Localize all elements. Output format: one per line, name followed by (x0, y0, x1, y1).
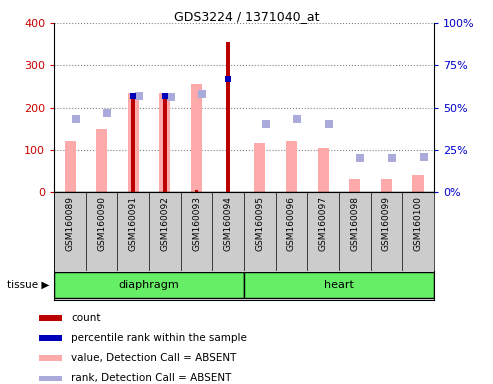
Bar (159, 93, 171, 192)
Bar (65, 141, 75, 192)
Text: percentile rank within the sample: percentile rank within the sample (71, 333, 247, 343)
Text: GDS3224 / 1371040_at: GDS3224 / 1371040_at (174, 10, 319, 23)
Bar (96, 129, 107, 192)
Text: GSM160089: GSM160089 (66, 196, 74, 251)
Text: value, Detection Call = ABSENT: value, Detection Call = ABSENT (71, 353, 236, 363)
Text: count: count (71, 313, 101, 323)
Bar (226, 42, 230, 192)
Bar (191, 84, 202, 192)
Bar (39, 315, 62, 321)
Text: heart: heart (324, 280, 354, 290)
Text: GSM160100: GSM160100 (414, 196, 423, 251)
Text: GSM160094: GSM160094 (224, 196, 233, 251)
Text: GSM160098: GSM160098 (350, 196, 359, 251)
Bar (254, 144, 265, 192)
Text: GSM160095: GSM160095 (255, 196, 264, 251)
Text: tissue ▶: tissue ▶ (7, 280, 49, 290)
Text: rank, Detection Call = ABSENT: rank, Detection Call = ABSENT (71, 373, 231, 383)
Bar (39, 355, 62, 361)
Bar (39, 376, 62, 381)
Bar (195, 190, 199, 192)
Bar (381, 179, 392, 192)
Text: GSM160099: GSM160099 (382, 196, 391, 251)
Text: GSM160096: GSM160096 (287, 196, 296, 251)
Text: GSM160090: GSM160090 (97, 196, 106, 251)
Text: diaphragm: diaphragm (119, 280, 179, 290)
Bar (39, 335, 62, 341)
Bar (349, 179, 360, 192)
Bar (413, 175, 423, 192)
Bar (128, 93, 139, 192)
Bar (286, 141, 297, 192)
Bar (132, 93, 135, 192)
Bar (244, 272, 434, 298)
Text: GSM160092: GSM160092 (160, 196, 170, 251)
Text: GSM160093: GSM160093 (192, 196, 201, 251)
Bar (163, 93, 167, 192)
Text: GSM160091: GSM160091 (129, 196, 138, 251)
Bar (54, 272, 244, 298)
Bar (317, 148, 329, 192)
Text: GSM160097: GSM160097 (318, 196, 328, 251)
